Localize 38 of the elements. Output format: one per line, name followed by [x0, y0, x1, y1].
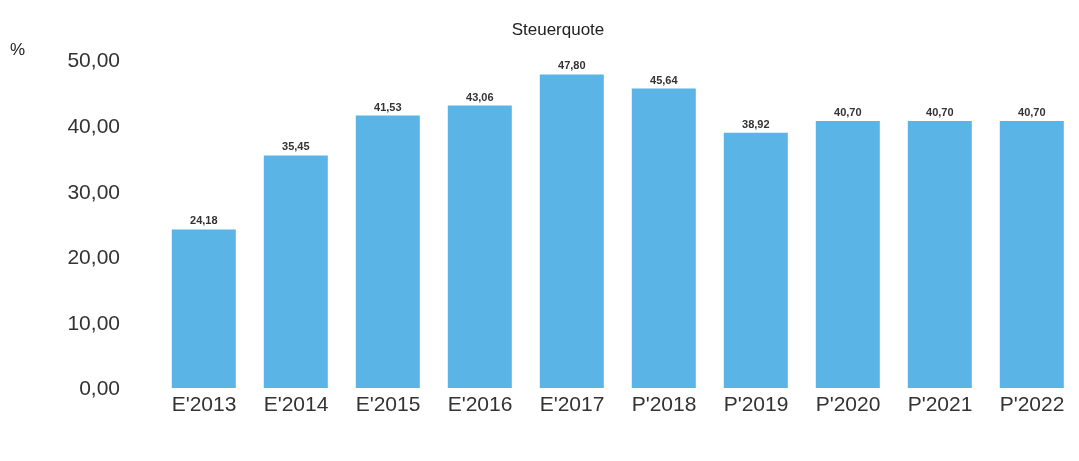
y-tick-label: 30,00	[67, 179, 120, 203]
x-tick-label: P'2020	[815, 391, 881, 415]
y-tick-label: 50,00	[67, 48, 120, 72]
x-tick-label: E'2013	[171, 391, 237, 415]
x-tick-label: P'2021	[907, 391, 973, 415]
data-label: 24,18	[190, 214, 218, 227]
data-label: 40,70	[834, 106, 862, 119]
x-tick-label: P'2018	[631, 391, 697, 415]
x-tick-label: P'2019	[723, 391, 789, 415]
y-tick-label: 0,00	[79, 376, 120, 400]
bar	[355, 115, 420, 388]
data-label: 45,64	[650, 73, 679, 86]
x-tick-label: E'2015	[355, 391, 421, 415]
chart-title: Steuerquote	[510, 20, 606, 40]
y-tick-label: 20,00	[67, 245, 120, 269]
x-tick-label: E'2016	[447, 391, 513, 415]
bar	[539, 74, 604, 388]
x-tick-label: E'2014	[263, 391, 329, 415]
bar	[815, 121, 880, 388]
y-tick-label: 40,00	[67, 114, 120, 138]
bar	[447, 105, 512, 388]
bar	[999, 121, 1064, 388]
y-tick-label: 10,00	[67, 310, 120, 334]
y-axis-title: %	[10, 40, 26, 60]
data-label: 35,45	[282, 140, 310, 153]
data-label: 40,70	[926, 106, 954, 119]
x-tick-label: P'2022	[999, 391, 1065, 415]
data-label: 40,70	[1018, 106, 1046, 119]
bar	[171, 229, 236, 388]
data-label: 38,92	[742, 117, 770, 130]
x-tick-label: E'2017	[539, 391, 605, 415]
data-label: 47,80	[558, 59, 586, 72]
bar	[907, 121, 972, 388]
data-label: 43,06	[466, 90, 494, 103]
data-label: 41,53	[374, 100, 402, 113]
bar	[723, 132, 788, 388]
bar	[631, 88, 696, 388]
bar	[263, 155, 328, 388]
